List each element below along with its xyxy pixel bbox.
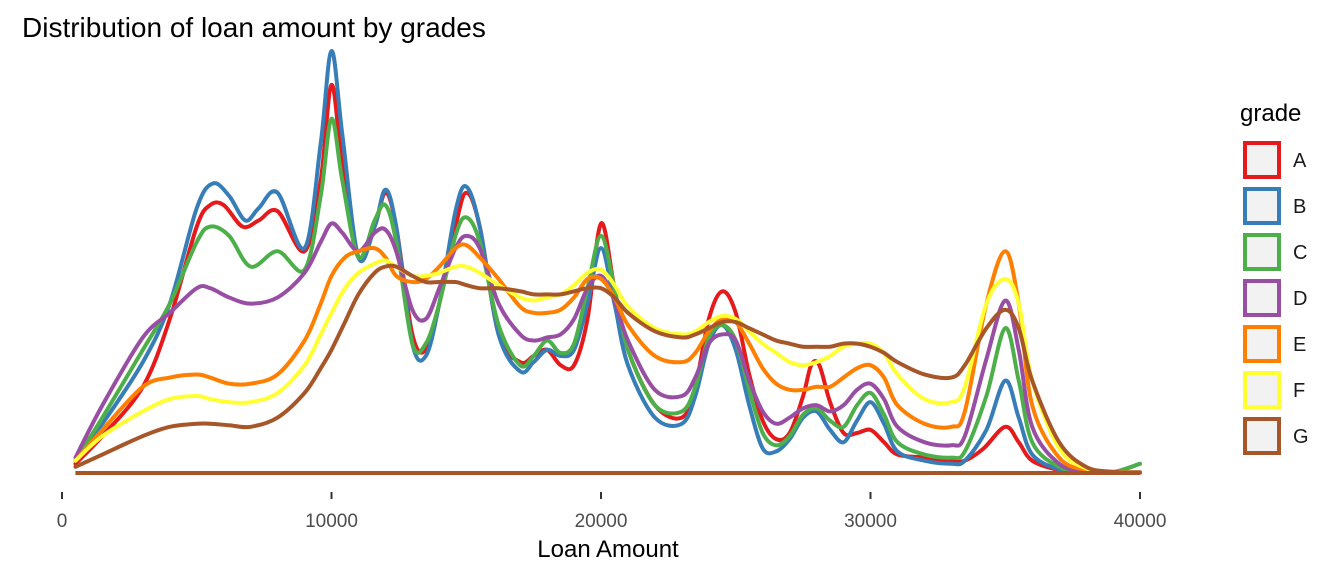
legend-item-f: F	[1243, 371, 1305, 409]
chart-title: Distribution of loan amount by grades	[22, 12, 486, 43]
legend-label-d: D	[1293, 288, 1307, 310]
legend-item-c: C	[1243, 233, 1307, 271]
legend-item-d: D	[1243, 279, 1307, 317]
legend-item-g: G	[1243, 417, 1309, 455]
legend-label-e: E	[1293, 334, 1306, 356]
legend-key-d	[1243, 279, 1281, 317]
legend-item-b: B	[1243, 187, 1306, 225]
legend-key-c	[1243, 233, 1281, 271]
density-line-g	[73, 263, 1142, 475]
legend-label-a: A	[1293, 150, 1307, 172]
density-line-c	[73, 116, 1142, 475]
x-axis-title: Loan Amount	[537, 536, 679, 563]
legend-key-a	[1243, 141, 1281, 179]
legend-item-a: A	[1243, 141, 1307, 179]
legend-label-f: F	[1293, 380, 1305, 402]
series-layer	[73, 49, 1142, 475]
legend-key-b	[1243, 187, 1281, 225]
legend-title: grade	[1240, 100, 1302, 127]
legend-label-b: B	[1293, 196, 1306, 218]
legend-label-c: C	[1293, 242, 1307, 264]
x-axis: 0 10000 20000 30000 40000	[57, 492, 1167, 532]
x-tick-label: 20000	[575, 511, 628, 532]
legend-key-g	[1243, 417, 1281, 455]
legend-key-e	[1243, 325, 1281, 363]
legend-key-f	[1243, 371, 1281, 409]
x-tick-label: 0	[57, 511, 68, 532]
x-tick-label: 40000	[1114, 511, 1167, 532]
x-tick-label: 10000	[305, 511, 358, 532]
density-line-b	[73, 49, 1142, 475]
legend: A B C D E F G	[1243, 141, 1309, 455]
density-line-f	[73, 258, 1142, 475]
legend-label-g: G	[1293, 426, 1309, 448]
x-tick-label: 30000	[844, 511, 897, 532]
legend-item-e: E	[1243, 325, 1306, 363]
